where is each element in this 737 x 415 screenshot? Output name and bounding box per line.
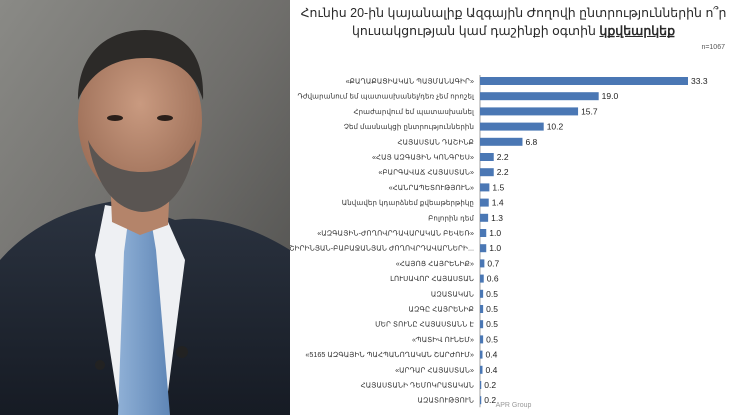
category-label: «ՊԱՏԻՎ ՈՒՆԵՄ» (412, 335, 474, 344)
bar (480, 396, 482, 405)
bar (480, 289, 484, 298)
chart-title-line2-emphasis: կքվեարկեք (599, 24, 676, 38)
source-label: APR Group (495, 402, 532, 409)
bar (480, 92, 599, 101)
bar (480, 122, 544, 131)
sample-size-label: n=1067 (701, 44, 725, 51)
value-label: 0.4 (485, 350, 497, 360)
bar (480, 107, 579, 116)
bar (480, 244, 487, 253)
bar (480, 365, 483, 374)
value-label: 2.2 (497, 167, 509, 177)
bar (480, 213, 489, 222)
value-label: 0.5 (486, 289, 498, 299)
category-label: «5165 ԱԶԳԱՅԻՆ ՊԱՀՊԱՆՈՂԱԿԱՆ ՇԱՐԺՈՒՄ» (305, 350, 474, 359)
value-label: 33.3 (691, 76, 708, 86)
chart-panel: Հունիս 20-ին կայանալիք Ազգային Ժողովի ըն… (290, 0, 737, 415)
bar (480, 305, 484, 313)
category-label: «ՀԱՆՐԱՊԵՏՈՒԹՅՈՒՆ» (389, 183, 474, 192)
category-label: ԼՈՒՍԱՎՈՐ ՀԱՅԱՍՏԱՆ (390, 274, 474, 283)
bar-chart: «ՔԱՂԱՔԱՑԻԱԿԱՆ ՊԱՅՄԱՆԱԳԻՐ» 33.3 Դժվարանում … (290, 75, 708, 408)
value-label: 1.4 (492, 198, 504, 208)
value-label: 0.5 (486, 334, 498, 344)
value-label: 1.3 (491, 213, 503, 223)
bar (480, 335, 484, 344)
category-label: «ՇԻՐԻՆՅԱՆ-ԲԱԲԱՋԱՆՅԱՆ ԺՈՂՈՎՐԴԱՎԱՐՆԵՐԻ... (290, 244, 474, 253)
category-label: «ՀԱՅ ԱԶԳԱՅԻՆ ԿՈՆԳՐԵՍ» (372, 153, 474, 162)
value-label: 0.2 (484, 395, 496, 405)
value-label: 6.8 (525, 137, 537, 147)
category-label: ԱԶԱՏԱԿԱՆ (431, 289, 474, 298)
bar (480, 259, 485, 268)
value-label: 1.5 (492, 182, 504, 192)
value-label: 0.5 (486, 319, 498, 329)
chart-title-line1: Հունիս 20-ին կայանալիք Ազգային Ժողովի ըն… (300, 6, 727, 20)
value-label: 19.0 (602, 91, 619, 101)
value-label: 2.2 (497, 152, 509, 162)
person-photo (0, 0, 290, 415)
bar (480, 168, 494, 177)
value-label: 0.7 (487, 258, 499, 268)
category-label: «ԲԱՐԳԱՎԱՃ ՀԱՅԱՍՏԱՆ» (378, 168, 474, 177)
chart-title-line2: կուսակցության կամ դաշինքի օգտին կքվեարկե… (290, 23, 737, 38)
value-label: 0.5 (486, 304, 498, 314)
category-label: Բոլորին դեմ (428, 213, 474, 222)
category-label: Անվավեր կդարձնեմ քվեաթերթիկը (342, 198, 474, 207)
category-label: ՄԵՐ ՏՈՒՆԸ ՀԱՅԱՍՏԱՆՆ Է (375, 320, 474, 329)
category-label: «ՔԱՂԱՔԱՑԻԱԿԱՆ ՊԱՅՄԱՆԱԳԻՐ» (346, 77, 474, 86)
value-label: 0.4 (485, 365, 497, 375)
bar (480, 229, 487, 237)
bar (480, 153, 494, 161)
bar (480, 320, 484, 329)
value-label: 0.6 (487, 274, 499, 284)
category-label: «ԱՐԴԱՐ ՀԱՅԱՍՏԱՆ» (395, 365, 474, 374)
chart-title-line2-prefix: կուսակցության կամ դաշինքի օգտին (351, 24, 600, 38)
category-label: ՀԱՅԱՍՏԱՆ ԴԱՇԻՆՔ (398, 137, 474, 146)
bar (480, 183, 490, 192)
value-label: 1.0 (489, 243, 501, 253)
category-label: Չեմ մասնակցի ընտրություններին (344, 122, 474, 131)
bar (480, 198, 489, 207)
category-label: Հրաժարվում եմ պատասխանել (353, 107, 475, 116)
bar (480, 274, 484, 283)
category-label: «ԱԶԳԱՅԻՆ-ԺՈՂՈՎՐԴԱՎԱՐԱԿԱՆ ԲԵՎԵՌ» (317, 229, 474, 238)
category-label: «ՀԱՅՈՑ ՀԱՅՐԵՆԻՔ» (396, 259, 474, 268)
value-label: 1.0 (489, 228, 501, 238)
category-label: Դժվարանում եմ պատասխանել/դեռ չեմ որոշել (297, 92, 475, 101)
bar (480, 77, 688, 85)
value-label: 10.2 (547, 122, 564, 132)
bar (480, 381, 482, 389)
bar (480, 350, 483, 359)
value-label: 0.2 (484, 380, 496, 390)
category-label: ՀԱՅԱՍՏԱՆԻ ԴԵՄՈԿՐԱՏԱԿԱՆ (361, 381, 474, 390)
bar (480, 137, 523, 146)
value-label: 15.7 (581, 106, 598, 116)
category-label: ԱԶԱՏՈՒԹՅՈՒՆ (417, 396, 474, 405)
category-label: ԱԶԳԸ ՀԱՅՐԵՆԻՔ (408, 305, 474, 314)
